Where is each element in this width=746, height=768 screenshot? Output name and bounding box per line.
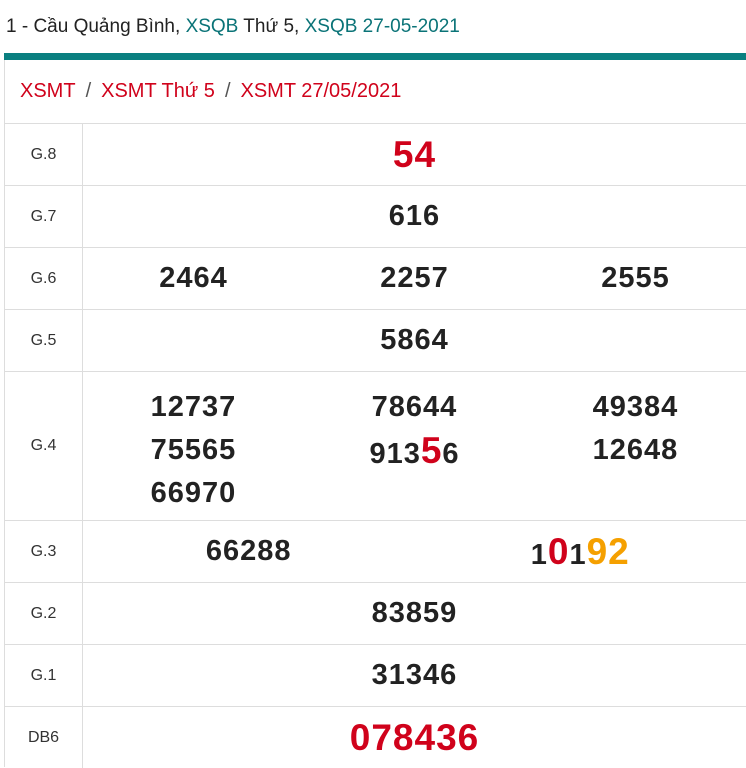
breadcrumb-sep: /: [86, 80, 92, 102]
title-text: 1 - Cầu Quảng Bình,: [6, 16, 186, 37]
title-text-mid: Thứ 5,: [238, 16, 304, 37]
prize-label: G.7: [5, 186, 83, 247]
prize-number: 31346: [83, 659, 746, 692]
prize-number: 12648: [525, 429, 746, 472]
prize-label: G.2: [5, 583, 83, 644]
prize-number: 2555: [525, 262, 746, 295]
prize-number: 78644: [304, 386, 525, 429]
prize-label: G.5: [5, 310, 83, 371]
breadcrumb-sep: /: [225, 80, 231, 102]
prize-label: G.4: [5, 372, 83, 520]
prize-number-highlighted: 91356: [304, 429, 525, 476]
prize-number: 66970: [83, 472, 304, 515]
prize-number: 5864: [83, 324, 746, 357]
prize-number: 2464: [83, 262, 304, 295]
highlight-digit: 5: [421, 430, 443, 471]
xsqb-link[interactable]: XSQB: [186, 16, 239, 37]
page-title: 1 - Cầu Quảng Bình, XSQB Thứ 5, XSQB 27-…: [6, 16, 460, 38]
prize-number-highlighted: 10192: [415, 531, 746, 573]
highlight-digit: 0: [548, 531, 570, 572]
prize-number: 75565: [83, 429, 304, 472]
breadcrumb-xsmt-date[interactable]: XSMT 27/05/2021: [241, 80, 402, 102]
highlight-digits-orange: 92: [587, 531, 630, 572]
digits: 1: [531, 539, 548, 571]
breadcrumb-xsmt[interactable]: XSMT: [20, 80, 76, 102]
accent-bar: [4, 53, 746, 60]
prize-number: 83859: [83, 597, 746, 630]
prize-number: 616: [83, 200, 746, 233]
prize-number: 2257: [304, 262, 525, 295]
prize-label: G.6: [5, 248, 83, 309]
breadcrumb-xsmt-thu5[interactable]: XSMT Thứ 5: [101, 80, 215, 102]
prize-label: G.1: [5, 645, 83, 706]
xsqb-date-link[interactable]: XSQB 27-05-2021: [305, 16, 460, 37]
digits: 1: [569, 539, 586, 571]
prize-number: 49384: [525, 386, 746, 429]
prize-number: 66288: [83, 535, 415, 568]
prize-label: DB6: [5, 707, 83, 768]
prize-label: G.8: [5, 124, 83, 185]
breadcrumb: XSMT / XSMT Thứ 5 / XSMT 27/05/2021: [5, 60, 746, 124]
prize-number: 12737: [83, 386, 304, 429]
digits: 6: [442, 438, 459, 470]
digits: 913: [369, 438, 420, 470]
prize-number: 54: [83, 134, 746, 176]
special-prize-number: 078436: [83, 717, 746, 759]
prize-label: G.3: [5, 521, 83, 582]
